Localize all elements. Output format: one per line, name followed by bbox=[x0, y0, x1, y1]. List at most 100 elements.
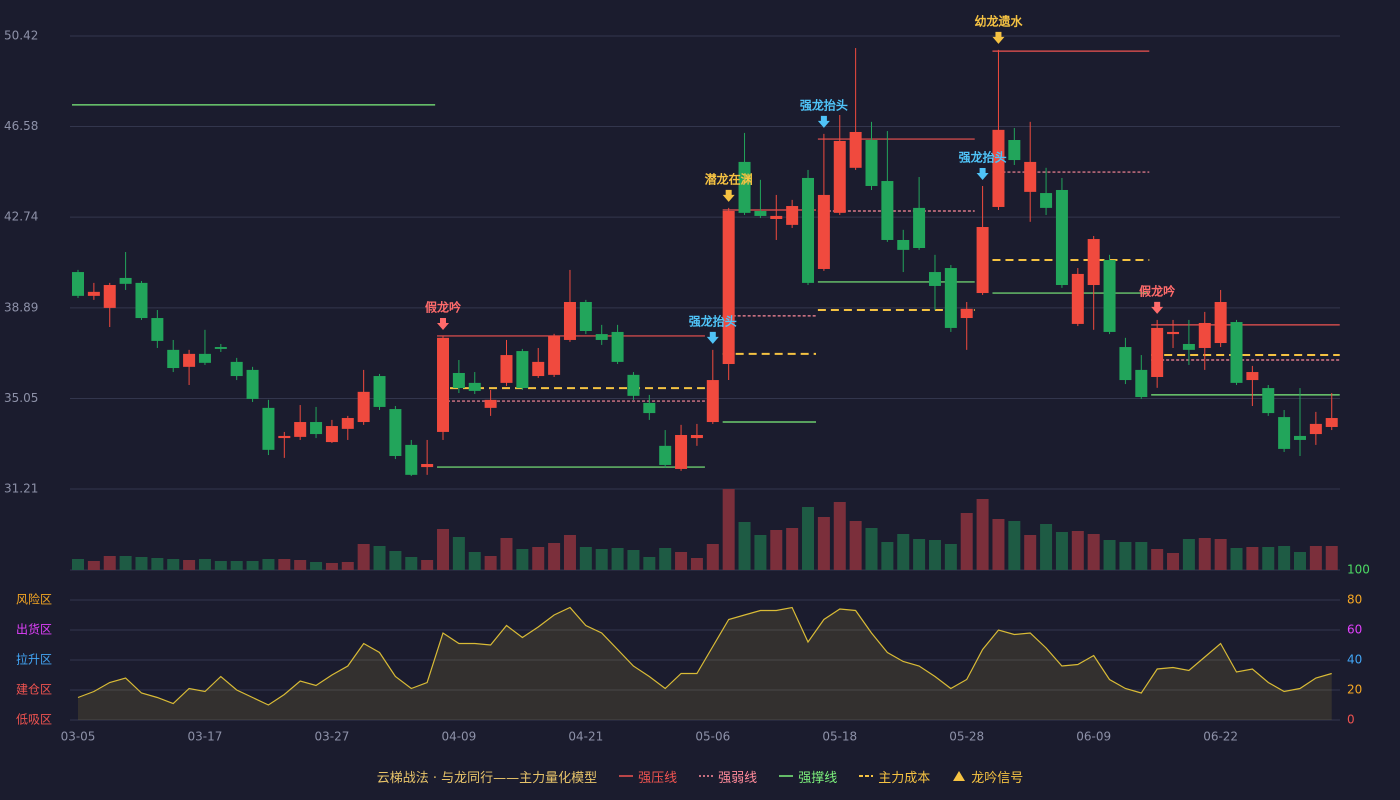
candle-body bbox=[1246, 372, 1259, 381]
candle-body bbox=[1040, 193, 1053, 208]
candle-body bbox=[151, 318, 164, 341]
volume-bar bbox=[246, 561, 259, 570]
volume-bar bbox=[325, 563, 338, 570]
signal-label: 强龙抬头 bbox=[959, 149, 1007, 164]
zone-label: 风险区 bbox=[16, 592, 52, 607]
candle-body bbox=[849, 131, 862, 168]
volume-bar bbox=[1024, 535, 1037, 570]
volume-bar bbox=[1135, 542, 1148, 570]
candle-body bbox=[595, 334, 608, 340]
volume-bar bbox=[1087, 534, 1100, 570]
x-tick-label: 04-09 bbox=[441, 730, 476, 744]
candle-body bbox=[754, 210, 767, 216]
candle-body bbox=[1214, 301, 1227, 344]
volume-bar bbox=[770, 530, 783, 570]
volume-bar bbox=[754, 535, 767, 570]
volume-bar bbox=[389, 551, 402, 570]
volume-bar bbox=[548, 543, 561, 570]
candle-body bbox=[928, 272, 941, 286]
volume-bar bbox=[944, 544, 957, 570]
volume-bar bbox=[1071, 531, 1084, 570]
volume-bar bbox=[1151, 549, 1164, 570]
candle-body bbox=[135, 282, 148, 319]
signal-label: 强龙抬头 bbox=[689, 313, 737, 328]
candle-body bbox=[1182, 343, 1195, 350]
volume-bar bbox=[294, 560, 307, 570]
candle-body bbox=[770, 215, 783, 219]
volume-bar bbox=[1182, 539, 1195, 570]
volume-bar bbox=[405, 557, 418, 570]
oscillator-area bbox=[78, 607, 1332, 720]
candle-body bbox=[325, 426, 338, 443]
legend-item: 强压线 bbox=[619, 767, 677, 786]
x-tick-label: 05-06 bbox=[695, 730, 730, 744]
signal-arrow bbox=[992, 31, 1005, 44]
candle-body bbox=[294, 422, 307, 437]
x-tick-label: 05-28 bbox=[949, 730, 984, 744]
y-tick-label: 46.58 bbox=[4, 119, 38, 133]
candle-body bbox=[167, 349, 180, 369]
legend-item: 强弱线 bbox=[699, 767, 757, 786]
candle-body bbox=[960, 308, 973, 319]
x-tick-label: 05-18 bbox=[822, 730, 857, 744]
volume-bar bbox=[421, 560, 434, 570]
candle-body bbox=[500, 355, 513, 383]
zone-label: 低吸区 bbox=[16, 713, 52, 727]
volume-bar bbox=[341, 562, 354, 570]
volume-bar bbox=[1214, 539, 1227, 570]
y2-tick-label: 0 bbox=[1347, 713, 1355, 727]
volume-bar bbox=[976, 499, 989, 570]
candle-body bbox=[341, 418, 354, 429]
candle-body bbox=[87, 291, 100, 296]
volume-bar bbox=[452, 537, 465, 570]
legend-symbol bbox=[953, 771, 966, 781]
candle-body bbox=[1071, 273, 1084, 324]
volume-bar bbox=[373, 546, 386, 570]
legend-label: 主力成本 bbox=[878, 770, 931, 786]
y2-tick-label: 40 bbox=[1347, 653, 1362, 667]
y-tick-label: 38.89 bbox=[4, 300, 38, 314]
signal-arrow bbox=[722, 189, 735, 202]
volume-bar bbox=[897, 534, 910, 570]
candle-body bbox=[1262, 388, 1275, 414]
candle-body bbox=[690, 434, 703, 439]
volume-bar bbox=[690, 558, 703, 570]
candle-body bbox=[579, 301, 592, 332]
candle-body bbox=[738, 161, 751, 213]
volume-bar bbox=[579, 547, 592, 570]
x-tick-label: 06-09 bbox=[1076, 730, 1111, 744]
legend-item: 龙吟信号 bbox=[952, 767, 1023, 786]
volume-bar bbox=[1262, 547, 1275, 570]
legend-title: 云梯战法 · 与龙同行——主力量化模型 bbox=[377, 767, 597, 786]
candle-body bbox=[373, 376, 386, 407]
signal-arrow bbox=[1151, 301, 1164, 314]
legend-triangle bbox=[953, 771, 966, 781]
volume-bar bbox=[437, 529, 450, 570]
volume-bar bbox=[135, 557, 148, 570]
candle-body bbox=[563, 301, 576, 340]
candle-body bbox=[1309, 423, 1322, 435]
volume-bar bbox=[595, 549, 608, 570]
signal-label: 潜龙在渊 bbox=[705, 171, 753, 186]
volume-bar bbox=[1325, 546, 1338, 570]
chart: 31.21 35.05 38.89 42.74 46.58 50.42 0 20 40 60 80 1… bbox=[4, 13, 1370, 744]
volume-bar bbox=[865, 528, 878, 570]
volume-bar bbox=[1230, 548, 1243, 570]
candle-body bbox=[944, 268, 957, 328]
volume-bar bbox=[1008, 521, 1021, 570]
candle-body bbox=[72, 272, 84, 296]
candle-body bbox=[992, 129, 1005, 207]
volume-bar bbox=[849, 521, 862, 570]
volume-bar bbox=[833, 502, 846, 570]
signal-label: 假龙吟 bbox=[425, 299, 461, 314]
volume-bar bbox=[1119, 542, 1132, 570]
candle-body bbox=[484, 399, 497, 408]
candle-body bbox=[675, 434, 688, 469]
volume-bar bbox=[881, 542, 894, 570]
candle-body bbox=[897, 239, 910, 250]
volume-bar bbox=[1278, 546, 1291, 570]
volume-bar bbox=[960, 513, 973, 570]
candle-body bbox=[246, 369, 259, 399]
volume-bar bbox=[1167, 553, 1180, 570]
